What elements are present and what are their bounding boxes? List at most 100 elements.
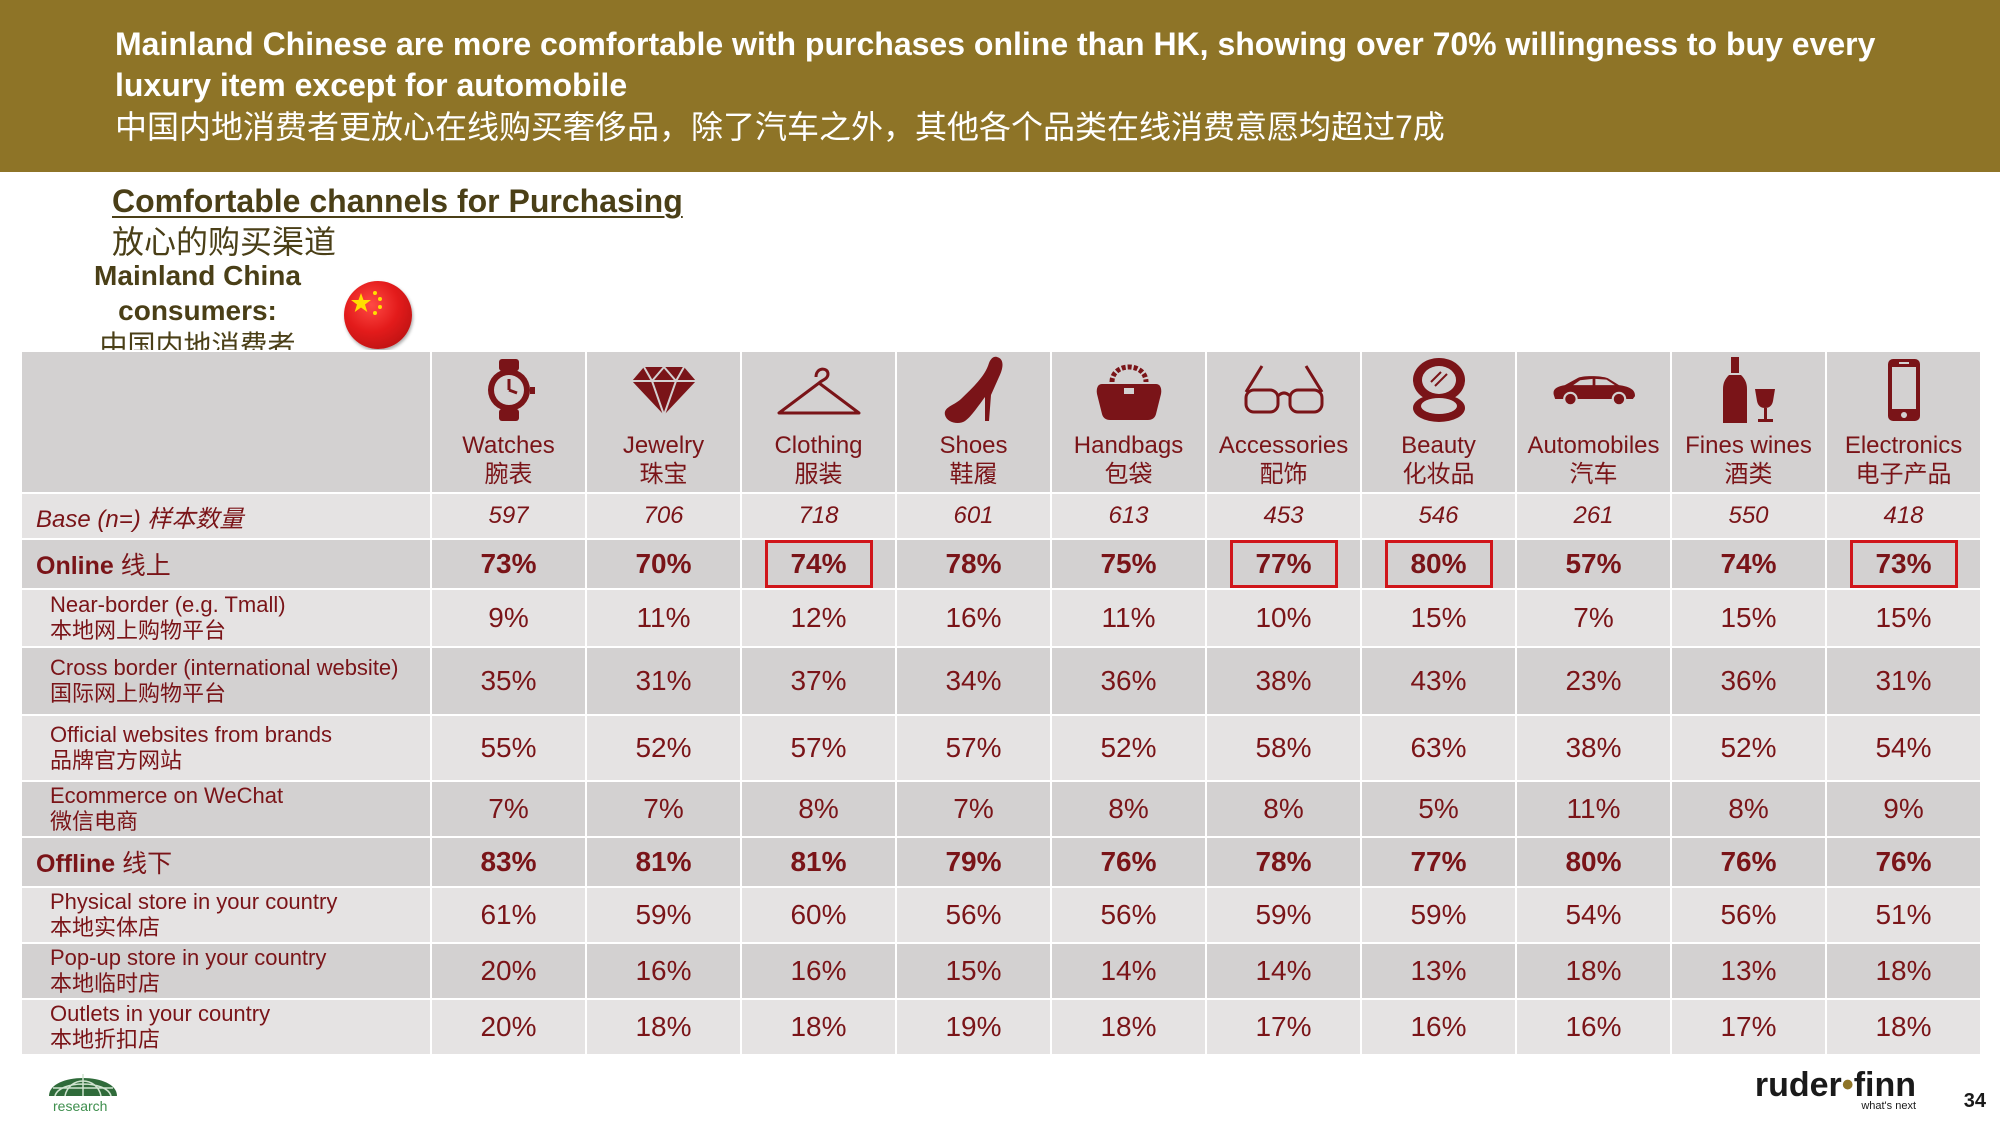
table-cell: 546: [1360, 492, 1517, 540]
table-cell: 7%: [585, 780, 742, 838]
table-cell: 18%: [1825, 942, 1982, 1000]
category-header: Automobiles 汽车: [1515, 350, 1672, 494]
table-cell: 16%: [740, 942, 897, 1000]
table-cell: 16%: [895, 588, 1052, 648]
smartphone-icon: [1861, 355, 1947, 425]
table-cell: 36%: [1050, 646, 1207, 716]
table-cell: 35%: [430, 646, 587, 716]
table-cell: 60%: [740, 886, 897, 944]
online-row: Online 线上 73% 70% 74% 78% 75% 77% 80% 57…: [20, 538, 1982, 590]
category-name-zh: 配饰: [1259, 461, 1308, 488]
category-name-en: Accessories: [1218, 432, 1349, 459]
table-cell: 57%: [895, 714, 1052, 782]
table-cell: 79%: [895, 836, 1052, 888]
offline-row: Offline 线下 83% 81% 81% 79% 76% 78% 77% 8…: [20, 836, 1982, 888]
row-label-en: Official websites from brands: [50, 722, 333, 747]
table-cell: 78%: [895, 538, 1052, 590]
slide-title-en: Mainland Chinese are more comfortable wi…: [115, 26, 1876, 103]
cell-value: 74%: [1720, 548, 1777, 579]
category-name-en: Beauty: [1401, 432, 1476, 459]
table-cell: 81%: [740, 836, 897, 888]
row-label-en: Physical store in your country: [50, 889, 338, 914]
category-name-zh: 鞋履: [949, 461, 998, 488]
glasses-icon: [1241, 355, 1327, 425]
brand-tagline: what's next: [1861, 1100, 1916, 1112]
table-cell: 16%: [585, 942, 742, 1000]
table-cell: 19%: [895, 998, 1052, 1056]
table-cell: 83%: [430, 836, 587, 888]
category-header: Shoes 鞋履: [895, 350, 1052, 494]
table-cell: 34%: [895, 646, 1052, 716]
diamond-icon: [621, 355, 707, 425]
table-cell: 78%: [1205, 836, 1362, 888]
table-cell: 38%: [1205, 646, 1362, 716]
category-name-en: Fines wines: [1685, 432, 1812, 459]
cell-value: 57%: [1565, 548, 1622, 579]
table-cell: 20%: [430, 942, 587, 1000]
table-cell: 20%: [430, 998, 587, 1056]
table-cell: 31%: [1825, 646, 1982, 716]
table-cell: 56%: [1050, 886, 1207, 944]
row-label: Pop-up store in your country 本地临时店: [20, 942, 432, 1000]
table-cell: 58%: [1205, 714, 1362, 782]
category-header: Watches 腕表: [430, 350, 587, 494]
table-cell: 13%: [1670, 942, 1827, 1000]
research-logo: research: [45, 1062, 121, 1118]
category-name-en: Shoes: [939, 432, 1008, 459]
table-cell: 31%: [585, 646, 742, 716]
highlighted-value: 74%: [764, 540, 873, 588]
table-cell: 7%: [430, 780, 587, 838]
category-name-zh: 电子产品: [1855, 461, 1952, 488]
segment-label: Mainland China consumers: 中国内地消费者: [70, 258, 325, 363]
row-label-zh: 微信电商: [50, 809, 139, 834]
row-label: Base (n=) 样本数量: [20, 492, 432, 540]
row-label-zh: 样本数量: [147, 505, 244, 533]
table-cell: 597: [430, 492, 587, 540]
table-cell: 81%: [585, 836, 742, 888]
category-header: Beauty 化妆品: [1360, 350, 1517, 494]
row-label: Near-border (e.g. Tmall) 本地网上购物平台: [20, 588, 432, 648]
category-name-zh: 汽车: [1569, 461, 1618, 488]
purchase-channels-table: Watches 腕表 Jewelry 珠宝 Clot: [20, 350, 1982, 1056]
table-cell: 59%: [1360, 886, 1517, 944]
table-cell: 57%: [1515, 538, 1672, 590]
table-cell: 77%: [1360, 836, 1517, 888]
table-cell: 52%: [1050, 714, 1207, 782]
row-label-en: Online: [36, 552, 114, 580]
table-row: Cross border (international website) 国际网上…: [20, 646, 1982, 716]
table-row: Official websites from brands 品牌官方网站 55% …: [20, 714, 1982, 782]
table-cell: 74%: [740, 538, 897, 590]
car-icon: [1551, 355, 1637, 425]
table-cell: 718: [740, 492, 897, 540]
row-label-zh: 线下: [122, 850, 173, 878]
table-cell: 76%: [1670, 836, 1827, 888]
category-header: Clothing 服装: [740, 350, 897, 494]
title-banner: Mainland Chinese are more comfortable wi…: [0, 0, 2000, 172]
category-name-en: Clothing: [774, 432, 863, 459]
brand-dot: •: [1841, 1066, 1854, 1104]
category-name-zh: 服装: [794, 461, 843, 488]
table-cell: 59%: [585, 886, 742, 944]
highlighted-value: 80%: [1384, 540, 1493, 588]
table-cell: 76%: [1825, 836, 1982, 888]
row-label: Outlets in your country 本地折扣店: [20, 998, 432, 1056]
category-header: Accessories 配饰: [1205, 350, 1362, 494]
cell-value: 78%: [945, 548, 1002, 579]
brand-right: finn: [1853, 1066, 1916, 1104]
table-row: Pop-up store in your country 本地临时店 20% 16…: [20, 942, 1982, 1000]
category-name-en: Automobiles: [1527, 432, 1660, 459]
table-cell: 18%: [1825, 998, 1982, 1056]
table-cell: 18%: [740, 998, 897, 1056]
category-name-zh: 腕表: [484, 461, 533, 488]
table-cell: 75%: [1050, 538, 1207, 590]
high-heel-icon: [931, 355, 1017, 425]
table-cell: 54%: [1515, 886, 1672, 944]
table-cell: 8%: [1050, 780, 1207, 838]
compact-mirror-icon: [1396, 355, 1482, 425]
table-cell: 8%: [740, 780, 897, 838]
row-label-zh: 本地临时店: [50, 971, 161, 996]
category-header-row: Watches 腕表 Jewelry 珠宝 Clot: [20, 350, 1982, 494]
table-cell: 15%: [1360, 588, 1517, 648]
row-label: Ecommerce on WeChat 微信电商: [20, 780, 432, 838]
category-header: Jewelry 珠宝: [585, 350, 742, 494]
